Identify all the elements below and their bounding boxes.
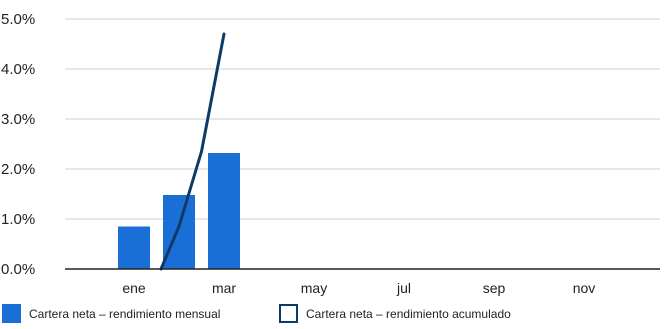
y-tick-label: 5.0% xyxy=(1,11,35,28)
y-tick-label: 2.0% xyxy=(1,161,35,178)
y-tick-label: 0.0% xyxy=(1,261,35,278)
legend-item-cumulative: Cartera neta – rendimiento acumulado xyxy=(279,304,511,323)
x-tick-label: sep xyxy=(483,280,506,296)
y-tick-label: 3.0% xyxy=(1,111,35,128)
y-tick-label: 4.0% xyxy=(1,61,35,78)
y-tick-label: 1.0% xyxy=(1,211,35,228)
x-tick-label: jul xyxy=(396,280,411,296)
line-series xyxy=(159,32,226,271)
legend: Cartera neta – rendimiento mensual Carte… xyxy=(0,304,664,326)
x-tick-label: may xyxy=(301,280,327,296)
legend-item-monthly: Cartera neta – rendimiento mensual xyxy=(2,304,220,323)
bar xyxy=(208,153,240,269)
x-axis-tick-labels: ene mar may jul sep nov xyxy=(122,280,595,296)
legend-swatch-outline xyxy=(279,304,298,323)
bar xyxy=(163,195,195,269)
bar xyxy=(118,226,150,269)
cumulative-line xyxy=(159,32,226,271)
x-tick-label: nov xyxy=(573,280,596,296)
legend-swatch-filled xyxy=(2,304,21,323)
bar-series xyxy=(118,153,240,269)
x-tick-label: ene xyxy=(122,280,146,296)
legend-label-cumulative: Cartera neta – rendimiento acumulado xyxy=(306,306,511,321)
x-tick-label: mar xyxy=(212,280,236,296)
gridlines xyxy=(65,18,660,220)
legend-label-monthly: Cartera neta – rendimiento mensual xyxy=(29,306,221,321)
y-axis-tick-labels: 0.0% 1.0% 2.0% 3.0% 4.0% 5.0% xyxy=(1,11,35,278)
